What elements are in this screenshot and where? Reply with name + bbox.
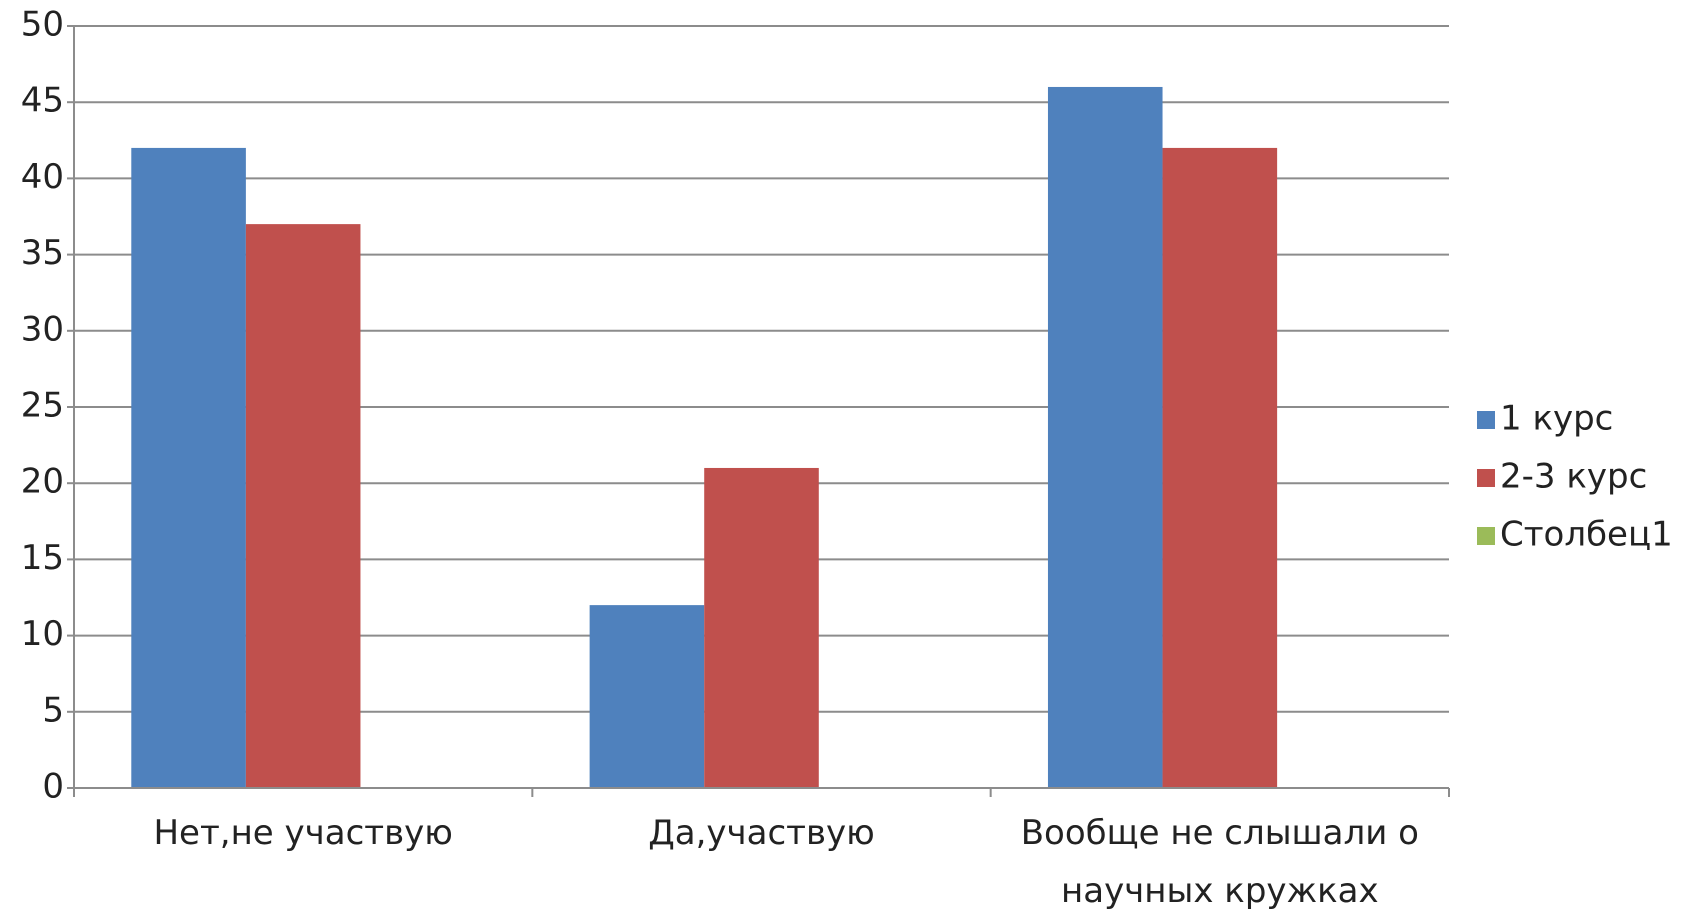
bar (589, 605, 705, 788)
legend-swatch (1477, 411, 1495, 429)
legend-swatch (1477, 527, 1495, 545)
y-tick-label: 25 (21, 386, 64, 426)
legend-label: Столбец1 (1500, 515, 1673, 555)
bar (704, 467, 819, 788)
y-tick-label: 0 (42, 767, 64, 807)
bar (1047, 86, 1163, 788)
legend-label: 2-3 курс (1500, 457, 1647, 497)
x-tick-label: Вообще не слышали о научных кружках (1020, 813, 1419, 911)
x-tick-label: Да,участвую (648, 813, 875, 853)
y-tick-label: 15 (21, 538, 64, 578)
bar (245, 224, 361, 788)
bar (1162, 147, 1278, 789)
y-tick-label: 5 (42, 690, 64, 730)
y-tick-label: 50 (21, 5, 64, 45)
y-tick-label: 45 (21, 81, 64, 121)
y-tick-label: 10 (21, 614, 64, 654)
y-tick-label: 20 (21, 462, 64, 502)
x-tick-label: Нет,не участвую (153, 813, 453, 853)
legend-swatch (1477, 469, 1495, 487)
y-tick-label: 30 (21, 309, 64, 349)
y-tick-label: 40 (21, 157, 64, 197)
y-tick-label: 35 (21, 233, 64, 273)
legend-label: 1 курс (1500, 399, 1613, 439)
bar (131, 147, 246, 789)
